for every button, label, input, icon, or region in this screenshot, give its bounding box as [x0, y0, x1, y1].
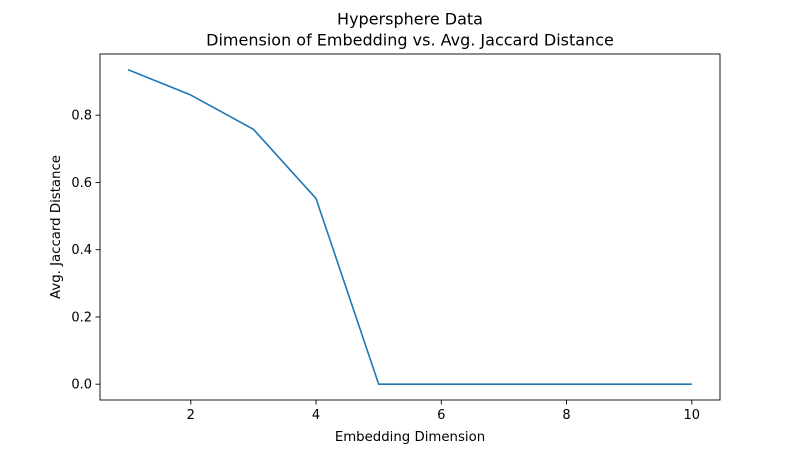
- y-axis-ticks: 0.0 0.2 0.4 0.6 0.8: [71, 109, 100, 393]
- series-line: [127, 69, 692, 386]
- y-tick-label: 0.6: [71, 176, 92, 191]
- x-tick-label: 10: [684, 408, 701, 423]
- x-axis-ticks: 2 4 6 8 10: [187, 400, 700, 423]
- y-tick-label: 0.4: [71, 243, 92, 258]
- plot-frame: [99, 53, 721, 401]
- x-tick-label: 4: [312, 408, 320, 423]
- plot-area: [100, 54, 720, 400]
- x-tick-label: 6: [437, 408, 445, 423]
- chart-title-line-2: Dimension of Embedding vs. Avg. Jaccard …: [206, 31, 614, 50]
- y-tick-label: 0.8: [71, 109, 92, 124]
- y-axis-label: Avg. Jaccard Distance: [49, 155, 64, 299]
- x-axis-label: Embedding Dimension: [335, 430, 485, 445]
- x-tick-label: 8: [562, 408, 570, 423]
- y-tick-label: 0.2: [71, 310, 92, 325]
- x-tick-label: 2: [187, 408, 195, 423]
- y-tick-label: 0.0: [71, 378, 92, 393]
- chart-title-line-1: Hypersphere Data: [337, 10, 483, 29]
